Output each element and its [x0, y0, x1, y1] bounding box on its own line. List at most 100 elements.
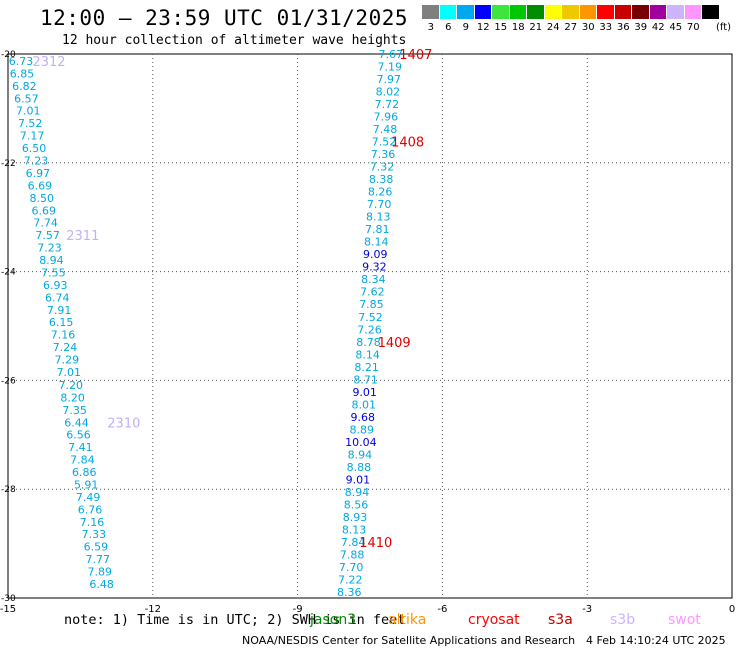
pass-number-label: 1407 [399, 48, 432, 63]
legend-bin [702, 5, 720, 33]
wave-height-value: 8.38 [369, 173, 394, 186]
wave-height-value: 6.85 [10, 68, 35, 81]
wave-height-value: 7.32 [370, 161, 395, 174]
legend-bin: 21 [527, 5, 545, 33]
wave-height-value: 7.26 [357, 323, 382, 336]
legend-bin: 6 [439, 5, 457, 33]
legend-swatch [492, 5, 510, 19]
wave-height-value: 7.24 [53, 341, 78, 354]
generation-timestamp: 4 Feb 14:10:24 UTC 2025 [586, 634, 726, 647]
x-tick-label: -6 [437, 604, 447, 615]
wave-height-value: 7.23 [24, 155, 49, 168]
legend-bin: 15 [492, 5, 510, 33]
legend-bin: 3 [422, 5, 440, 33]
wave-height-value: 6.76 [78, 503, 103, 516]
legend-bin: 30 [579, 5, 597, 33]
wave-height-value: 7.84 [70, 453, 95, 466]
legend-swatch [632, 5, 650, 19]
wave-height-value: 6.59 [84, 540, 109, 553]
satellite-label: s3a [548, 612, 573, 628]
wave-height-value: 8.94 [39, 254, 64, 267]
wave-height-value: 8.13 [342, 523, 367, 536]
pass-number-label: 1408 [391, 136, 424, 151]
wave-height-value: 6.86 [72, 466, 97, 479]
y-tick-label: -28 [1, 485, 16, 495]
wave-height-value: 6.74 [45, 292, 70, 305]
satellite-label: cryosat [468, 612, 520, 628]
wave-height-value: 9.68 [351, 411, 376, 424]
legend-bin: 36 [614, 5, 632, 33]
legend-label: 21 [529, 22, 543, 33]
legend-bin: 45 [667, 5, 685, 33]
wave-height-value: 7.89 [87, 565, 112, 578]
legend-bin: 27 [562, 5, 580, 33]
wave-height-value: 7.23 [37, 242, 62, 255]
wave-height-value: 8.14 [355, 348, 380, 361]
legend-label: 39 [634, 22, 648, 33]
wave-height-value: 7.33 [82, 528, 107, 541]
wave-height-value: 7.52 [18, 117, 43, 130]
x-tick-label: -9 [293, 604, 303, 615]
legend-swatch [439, 5, 457, 19]
wave-height-value: 7.01 [57, 366, 82, 379]
wave-height-value: 7.57 [35, 229, 60, 242]
wave-height-value: 7.36 [371, 148, 396, 161]
wave-height-value: 7.01 [16, 105, 41, 118]
wave-height-value: 7.72 [375, 98, 400, 111]
wave-height-value: 10.04 [345, 436, 377, 449]
wave-height-value: 8.94 [345, 486, 370, 499]
wave-height-value: 7.55 [41, 267, 66, 280]
legend-label: 42 [651, 22, 665, 33]
legend-bin: 12 [474, 5, 492, 33]
legend-bin: 70 [684, 5, 702, 33]
wave-height-value: 6.93 [43, 279, 68, 292]
wave-height-value: 8.13 [366, 211, 391, 224]
wave-height-value: 8.88 [347, 461, 372, 474]
wave-height-value: 7.81 [365, 223, 390, 236]
x-tick-label: -12 [145, 604, 161, 615]
wave-height-value: 6.15 [49, 316, 74, 329]
legend-unit: (ft) [716, 22, 732, 33]
credit-line: NOAA/NESDIS Center for Satellite Applica… [242, 634, 576, 647]
legend-label: 36 [616, 22, 630, 33]
wave-height-value: 9.01 [346, 473, 371, 486]
wave-height-value: 7.74 [33, 217, 58, 230]
legend-bin: 18 [509, 5, 527, 33]
wave-height-value: 8.50 [30, 192, 55, 205]
satellite-label: swot [668, 612, 701, 628]
wave-height-value: 6.44 [64, 416, 89, 429]
pass-number-label: 2311 [66, 229, 99, 244]
chart-title: 12:00 — 23:59 UTC 01/31/2025 [40, 6, 409, 30]
wave-height-value: 7.16 [80, 516, 105, 529]
wave-height-value: 8.02 [376, 86, 401, 99]
wave-height-value: 7.48 [373, 123, 398, 136]
x-tick-label: 0 [729, 604, 735, 615]
legend-swatch [527, 5, 545, 19]
legend-swatch [702, 5, 720, 19]
wave-height-value: 5.91 [74, 478, 99, 491]
legend-label: 30 [581, 22, 595, 33]
legend-label: 33 [599, 22, 613, 33]
legend-label: 12 [476, 22, 490, 33]
wave-height-value: 6.69 [31, 205, 56, 218]
wave-height-value: 8.89 [350, 423, 375, 436]
legend-bin: 24 [544, 5, 562, 33]
wave-height-value: 6.56 [66, 428, 91, 441]
legend-label: 70 [686, 22, 700, 33]
wave-height-value: 8.20 [60, 391, 85, 404]
wave-height-value: 7.85 [359, 298, 384, 311]
wave-height-value: 8.26 [368, 186, 393, 199]
wave-height-value: 8.21 [354, 361, 379, 374]
wave-height-value: 8.93 [343, 511, 368, 524]
pass-number-label: 1409 [378, 336, 411, 351]
wave-height-value: 7.77 [86, 553, 111, 566]
wave-height-value: 9.01 [352, 386, 377, 399]
wave-height-value: 6.82 [12, 80, 37, 93]
wave-height-value: 8.78 [356, 336, 381, 349]
wave-height-value: 6.57 [14, 93, 39, 106]
wave-height-value: 8.01 [351, 398, 376, 411]
wave-height-value: 6.69 [28, 180, 53, 193]
wave-height-value: 7.41 [68, 441, 93, 454]
satellite-label: s3b [610, 612, 636, 628]
